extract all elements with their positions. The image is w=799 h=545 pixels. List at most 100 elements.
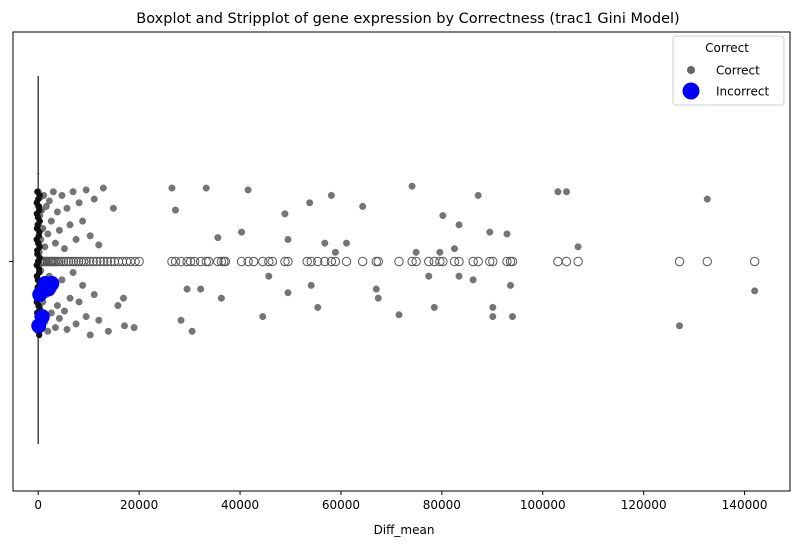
boxplot-outlier [341, 256, 352, 267]
point-correct [114, 302, 122, 310]
point-correct [372, 285, 380, 293]
point-correct [49, 188, 57, 196]
point-correct [307, 281, 315, 289]
point-correct [63, 204, 71, 212]
boxplot-outlier [573, 256, 583, 267]
x-tick-label: 20000 [120, 498, 158, 512]
boxplot-outlier [449, 256, 460, 267]
boxplot-outlier [553, 256, 563, 267]
boxplot-outlier [306, 256, 316, 267]
point-correct [197, 285, 205, 293]
boxplot-outlier [213, 256, 223, 267]
point-correct [34, 188, 41, 195]
boxplot-outlier [243, 256, 253, 267]
point-correct [259, 313, 267, 321]
point-correct [130, 324, 138, 332]
point-correct [75, 199, 83, 207]
point-correct [168, 184, 176, 192]
boxplot-outlier [302, 256, 312, 267]
point-correct [751, 287, 759, 295]
point-correct [676, 322, 683, 330]
point-correct [202, 184, 210, 192]
boxplot-outlier [424, 256, 434, 267]
point-correct [51, 324, 59, 332]
point-incorrect [44, 276, 60, 292]
point-correct [503, 230, 511, 238]
boxplot-outlier [167, 256, 177, 267]
legend-marker-correct [687, 66, 695, 74]
x-tick-label: 80000 [423, 498, 461, 512]
boxplot-outlier [99, 256, 109, 267]
boxplot-outlier [280, 256, 290, 267]
point-correct [509, 313, 516, 321]
point-correct [86, 331, 94, 339]
point-correct [489, 313, 497, 321]
x-tick-label: 100000 [520, 498, 566, 512]
boxplot-outlier [61, 256, 71, 267]
point-correct [99, 184, 107, 192]
boxplot-outlier [92, 256, 102, 267]
boxplot-outlier [84, 256, 95, 267]
boxplot-outlier [102, 256, 113, 267]
boxplot-outlier [220, 256, 231, 267]
x-tick-label: 60000 [322, 498, 360, 512]
boxplot-outlier [185, 256, 196, 267]
point-correct [51, 239, 59, 247]
x-axis: 0 20000 40000 60000 80000 100000 120000 140000 [34, 491, 767, 512]
boxplot-outlier [176, 256, 186, 267]
point-correct [455, 272, 463, 280]
boxplot-outlier [488, 256, 498, 267]
x-axis-label: Diff_mean [374, 523, 435, 537]
x-tick-label: 40000 [221, 498, 259, 512]
boxplot-outlier [81, 256, 91, 267]
point-correct [79, 281, 87, 289]
boxplot-outlier [63, 256, 74, 267]
point-correct [90, 195, 98, 203]
legend-label-incorrect: Incorrect [716, 85, 769, 99]
point-correct [574, 243, 582, 251]
boxplot-outlier [468, 256, 478, 267]
point-correct [75, 298, 83, 306]
point-correct [69, 269, 77, 276]
point-correct [79, 217, 87, 225]
boxplot-outlier [749, 256, 760, 267]
point-correct [188, 327, 196, 335]
point-correct [53, 208, 61, 216]
x-tick-label: 0 [34, 498, 42, 512]
point-correct [109, 204, 117, 212]
point-correct [55, 226, 63, 234]
boxplot-outlier [357, 256, 368, 267]
point-correct [359, 202, 367, 210]
boxplot-outlier [326, 256, 337, 267]
point-correct [314, 303, 322, 311]
boxplot-outlier [204, 256, 214, 267]
boxplot-outlier [283, 256, 293, 267]
boxplot-outlier [674, 256, 685, 267]
boxplot-outlier [502, 256, 512, 267]
point-correct [703, 195, 711, 203]
boxplot-outlier [73, 256, 84, 267]
point-correct [474, 191, 482, 199]
point-correct [306, 199, 314, 207]
point-correct [120, 294, 127, 302]
point-correct [439, 212, 447, 220]
point-correct [45, 197, 53, 205]
point-correct [95, 316, 103, 324]
boxplot-outlier [702, 256, 712, 267]
boxplot-outlier [68, 256, 79, 267]
boxplot-outlier [454, 256, 464, 267]
boxplot-outlier [95, 256, 105, 267]
point-correct [104, 327, 112, 335]
point-correct [331, 248, 339, 256]
boxplot-outlier [485, 256, 495, 267]
boxplot-outlier [438, 256, 448, 267]
point-correct [90, 291, 98, 298]
boxplot-outlier [411, 256, 421, 267]
legend-box [672, 35, 785, 106]
point-correct [53, 302, 61, 310]
legend-title: Correct [705, 41, 749, 55]
x-tick-label: 120000 [621, 498, 667, 512]
point-correct [436, 248, 444, 256]
boxplot-outlier [78, 256, 89, 267]
